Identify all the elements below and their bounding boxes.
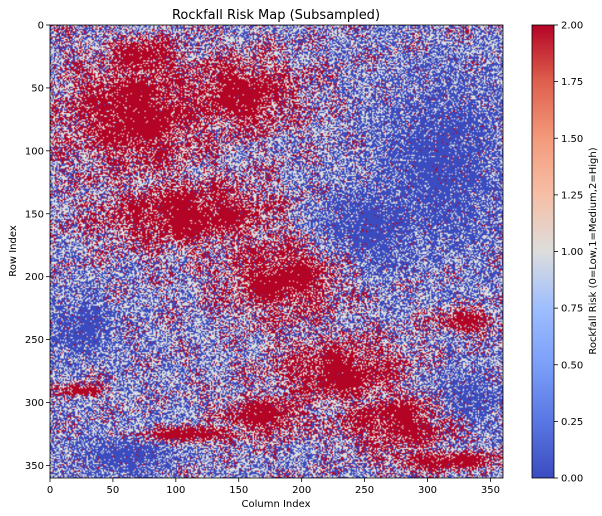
colorbar-tick-label: 1.00 (561, 247, 583, 258)
colorbar-tick-label: 0.50 (561, 360, 583, 371)
y-tick-label: 50 (31, 83, 44, 94)
x-tick-label: 200 (292, 485, 311, 496)
x-axis-label: Column Index (241, 499, 310, 510)
y-tick-label: 350 (25, 461, 44, 472)
y-tick-label: 250 (25, 335, 44, 346)
chart-title: Rockfall Risk Map (Subsampled) (172, 8, 380, 23)
colorbar-tick-label: 0.75 (561, 304, 583, 315)
x-tick-label: 50 (107, 485, 120, 496)
y-axis-label: Row Index (8, 225, 19, 277)
x-tick-label: 250 (355, 485, 374, 496)
colorbar: 0.00 0.25 0.50 0.75 1.00 1.25 1.50 1.75 2.00 Roc… (531, 21, 599, 485)
y-tick-label: 100 (25, 146, 44, 157)
y-axis: 0 50 100 150 200 250 300 350 (25, 21, 50, 472)
colorbar-ticks: 0.00 0.25 0.50 0.75 1.00 1.25 1.50 1.75 2.00 (554, 21, 583, 485)
y-tick-label: 300 (25, 398, 44, 409)
plot-frame (49, 24, 504, 479)
x-tick-label: 100 (166, 485, 185, 496)
colorbar-tick-label: 2.00 (561, 21, 583, 32)
colorbar-tick-label: 1.50 (561, 134, 583, 145)
colorbar-tick-label: 1.25 (561, 190, 583, 201)
x-tick-label: 350 (481, 485, 500, 496)
y-tick-label: 150 (25, 209, 44, 220)
heatmap-image (50, 25, 503, 478)
y-tick-label: 0 (38, 21, 44, 32)
colorbar-label: Rockfall Risk (0=Low,1=Medium,2=High) (588, 147, 599, 354)
heatmap-plot-area (49, 24, 504, 479)
x-axis: 0 50 100 150 200 250 300 350 (47, 478, 500, 496)
x-tick-label: 0 (47, 485, 53, 496)
colorbar-tick-label: 0.00 (561, 474, 583, 485)
y-tick-label: 200 (25, 272, 44, 283)
colorbar-tick-label: 1.75 (561, 77, 583, 88)
x-tick-label: 150 (229, 485, 248, 496)
colorbar-tick-label: 0.25 (561, 417, 583, 428)
x-tick-label: 300 (418, 485, 437, 496)
colorbar-gradient (531, 24, 555, 479)
